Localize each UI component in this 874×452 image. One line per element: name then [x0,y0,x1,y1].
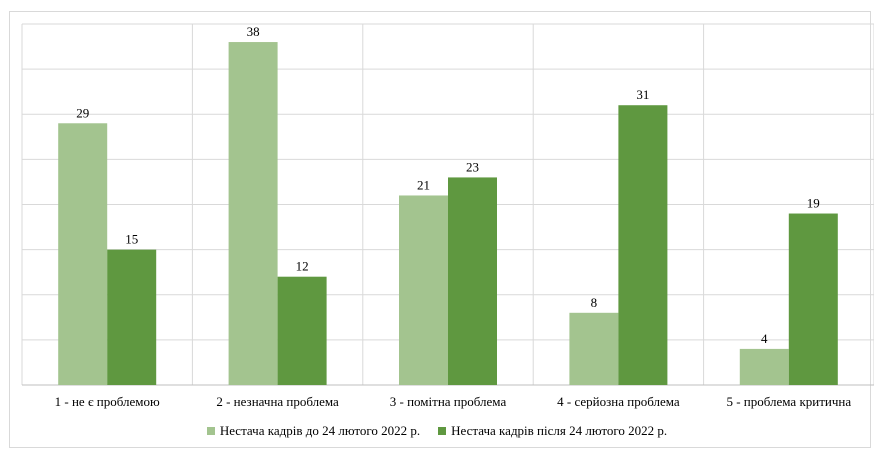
bar-before [58,123,108,386]
x-tick-label: 4 - серйозна проблема [557,394,680,409]
bar-before [399,195,448,385]
legend-item-after: Нестача кадрів після 24 лютого 2022 р. [438,423,667,439]
data-label: 8 [591,295,598,310]
data-label: 12 [296,259,309,274]
bar-after [107,249,157,385]
bar-after [277,276,327,385]
data-label: 15 [125,232,138,247]
data-label: 4 [761,331,768,346]
data-label: 31 [636,87,649,102]
data-label: 23 [466,159,479,174]
bar-after [788,213,838,385]
x-tick-label: 5 - проблема критична [726,394,851,409]
bar-before [228,42,278,386]
x-tick-label: 3 - помітна проблема [390,394,507,409]
x-tick-label: 1 - не є проблемою [55,394,160,409]
legend: Нестача кадрів до 24 лютого 2022 р. Нест… [0,423,874,439]
data-label: 38 [247,24,260,39]
bar-before [739,348,789,385]
data-label: 19 [807,196,820,211]
legend-label-before: Нестача кадрів до 24 лютого 2022 р. [219,423,421,438]
legend-swatch-after [438,427,447,435]
legend-swatch-before [206,427,215,435]
legend-label-after: Нестача кадрів після 24 лютого 2022 р. [451,423,668,438]
bar-after [618,105,668,385]
bar-before [569,312,619,385]
legend-item-before: Нестача кадрів до 24 лютого 2022 р. [206,423,421,439]
x-tick-label: 2 - незначна проблема [216,394,339,409]
data-label: 21 [417,177,430,192]
bar-after [448,177,497,385]
data-label: 29 [76,105,89,120]
